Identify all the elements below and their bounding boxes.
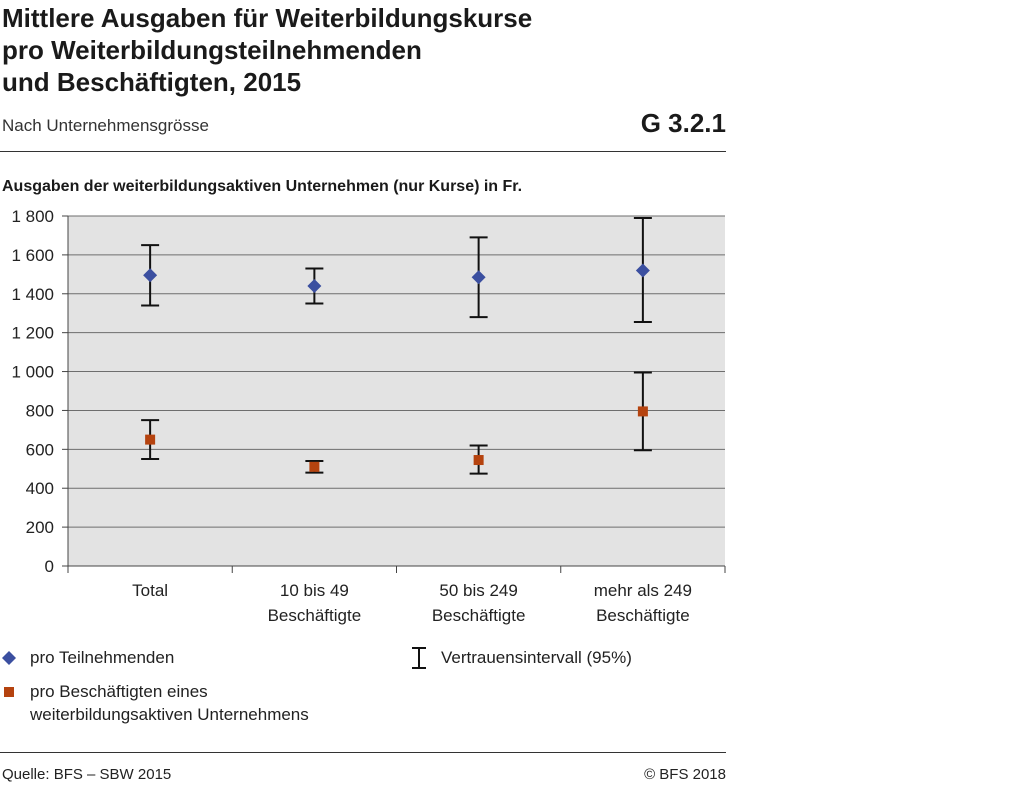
square-marker-icon — [4, 687, 14, 697]
y-tick-label: 200 — [26, 518, 54, 537]
data-point-diamond — [635, 263, 650, 278]
y-tick-label: 1 200 — [11, 324, 54, 343]
title-line-2: pro Weiterbildungsteilnehmenden — [2, 35, 422, 65]
diamond-marker-icon — [2, 651, 16, 665]
data-point-diamond — [307, 279, 322, 293]
y-axis-title: Ausgaben der weiterbildungsaktiven Unter… — [2, 178, 523, 195]
data-point-square — [309, 461, 320, 472]
legend-label-square-line-1: pro Beschäftigten eines — [30, 682, 208, 701]
y-tick-label: 600 — [26, 440, 54, 459]
legend-label-ci: Vertrauensintervall (95%) — [441, 648, 632, 667]
title-line-3: und Beschäftigten, 2015 — [2, 67, 302, 97]
y-tick-label: 1 400 — [11, 285, 54, 304]
footer-divider — [0, 752, 726, 753]
y-tick-label: 1 800 — [11, 207, 54, 226]
figure-id: G 3.2.1 — [640, 108, 726, 138]
data-point-square — [637, 406, 648, 417]
source-note: Quelle: BFS – SBW 2015 — [2, 766, 172, 783]
x-category-label: 10 bis 49 — [280, 581, 349, 600]
plot-background — [68, 216, 725, 566]
y-tick-label: 1 000 — [11, 363, 54, 382]
chart-title: Mittlere Ausgaben für Weiterbildungskurs… — [2, 2, 722, 98]
data-point-diamond — [471, 270, 486, 285]
header-divider — [0, 151, 726, 152]
copyright-note: © BFS 2018 — [644, 766, 726, 783]
x-category-label: Beschäftigte — [432, 606, 526, 625]
y-tick-label: 0 — [45, 557, 54, 576]
legend-label-square-line-2: weiterbildungsaktiven Unternehmens — [30, 705, 309, 724]
x-category-label: 50 bis 249 — [439, 581, 517, 600]
x-category-label: Total — [132, 581, 168, 600]
legend-label-diamond: pro Teilnehmenden — [30, 648, 175, 667]
data-point-square — [145, 434, 156, 445]
x-category-label: Beschäftigte — [596, 606, 690, 625]
chart-subtitle: Nach Unternehmensgrösse — [2, 116, 209, 135]
data-point-square — [473, 455, 484, 466]
error-bar-icon — [412, 647, 426, 669]
data-point-diamond — [143, 268, 158, 283]
chart-plot: 0 200 400 600 800 1 000 1 200 1 400 1 600 1 800 To… — [11, 207, 726, 625]
y-tick-label: 800 — [26, 401, 54, 420]
x-category-label: Beschäftigte — [268, 606, 362, 625]
x-category-label: mehr als 249 — [594, 581, 692, 600]
title-line-1: Mittlere Ausgaben für Weiterbildungskurs… — [2, 3, 533, 33]
y-tick-label: 1 600 — [11, 246, 54, 265]
y-tick-label: 400 — [26, 479, 54, 498]
